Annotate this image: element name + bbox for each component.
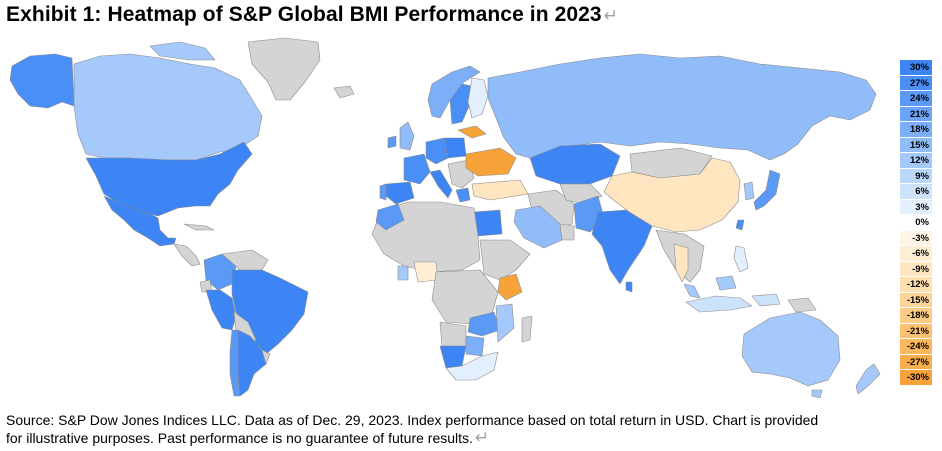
country-morocco [375,203,405,231]
country-botswana [465,335,485,357]
legend-stop: -24% [900,339,932,355]
country-thailand [673,243,689,283]
exhibit-title: Exhibit 1: Heatmap of S&P Global BMI Per… [6,3,618,27]
country-ghana [397,265,409,281]
world-map-svg [9,37,881,399]
country-russia [487,53,877,161]
country-italy [429,169,453,199]
legend-stop: -30% [900,370,932,386]
legend-stop: 21% [900,106,932,122]
country-peru [205,289,237,331]
legend-stop: 9% [900,168,932,184]
country-indonesia [685,293,781,313]
country-france [403,153,431,185]
source-footer: Source: S&P Dow Jones Indices LLC. Data … [6,411,938,447]
legend-stop: 12% [900,153,932,169]
legend-stop: 3% [900,199,932,215]
region-caribbean [183,223,215,231]
legend-stop: -15% [900,292,932,308]
country-turkey [471,179,529,201]
country-papua-new-guinea [787,297,817,313]
country-nigeria [413,261,439,283]
country-uruguay [261,349,271,365]
country-south-korea [743,181,755,201]
legend-stop: 15% [900,137,932,153]
country-south-africa [445,351,499,381]
color-legend: 30% 27% 24% 21% 18% 15% 12% 9% 6% 3% 0% -3% -6% -9% -1… [900,60,932,386]
country-canada [73,53,263,161]
country-namibia [439,345,467,369]
country-tasmania [811,389,823,399]
country-sri-lanka [625,281,633,293]
legend-stop: -6% [900,246,932,262]
legend-stop: -3% [900,230,932,246]
country-canada-arctic [149,41,216,61]
country-argentina [237,329,267,397]
country-ukraine [465,147,517,177]
country-madagascar [521,315,533,343]
legend-stop: -12% [900,277,932,293]
country-angola [439,321,467,347]
country-alaska [9,53,75,109]
legend-stop: -27% [900,354,932,370]
region-mozambique [495,303,515,343]
region-east-africa [479,239,531,281]
region-gulf [559,223,575,241]
country-china [603,157,741,233]
country-new-zealand [855,363,881,395]
paragraph-mark-icon: ↵ [474,428,490,447]
legend-stop: -18% [900,308,932,324]
country-uk [399,121,415,151]
country-poland [443,137,467,159]
region-baltics [457,125,487,139]
country-taiwan [735,219,745,231]
country-greenland [247,37,321,101]
footer-line-2-text: for illustrative purposes. Past performa… [6,430,473,446]
legend-stop: 6% [900,184,932,200]
country-japan [753,169,781,211]
country-kenya [497,273,523,301]
paragraph-mark-icon: ↵ [603,6,619,25]
legend-stop: -21% [900,323,932,339]
footer-line-2: for illustrative purposes. Past performa… [6,429,938,447]
region-central-america [173,243,201,267]
legend-stop: 30% [900,60,932,76]
footer-line-1: Source: S&P Dow Jones Indices LLC. Data … [6,412,819,428]
region-zambia-malawi [467,311,501,337]
country-mexico [103,195,177,247]
legend-stop: 27% [900,75,932,91]
country-ireland [387,135,397,149]
country-germany [425,137,449,165]
legend-stop: 24% [900,91,932,107]
country-malaysia [683,275,737,299]
country-mongolia [629,147,713,179]
world-heatmap [0,34,898,406]
title-text: Exhibit 1: Heatmap of S&P Global BMI Per… [6,3,602,26]
country-greece [455,187,471,203]
region-venezuela-guianas [221,249,269,271]
country-spain [385,181,415,205]
country-india [591,209,653,285]
country-saudi-arabia [513,205,563,249]
legend-stop: 18% [900,122,932,138]
country-philippines [733,245,749,273]
country-iceland [333,85,355,99]
country-finland [467,77,489,119]
country-australia [741,311,841,387]
country-portugal [379,183,387,201]
country-egypt [473,209,503,237]
legend-stop: -9% [900,261,932,277]
legend-stop: 0% [900,215,932,231]
